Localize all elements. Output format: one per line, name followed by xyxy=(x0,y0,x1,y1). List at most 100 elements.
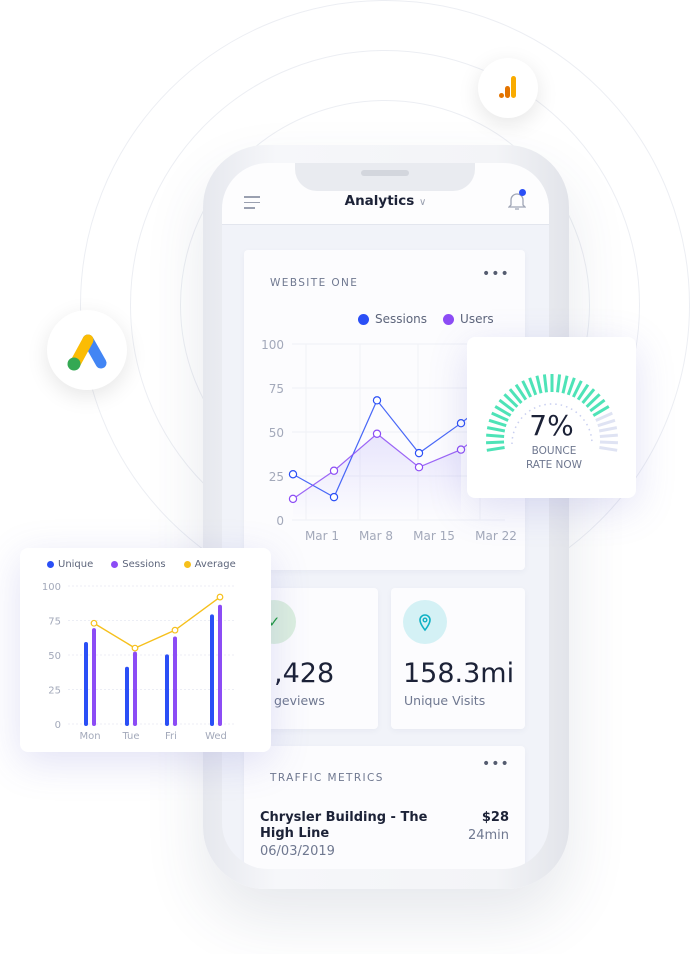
average-line xyxy=(93,596,221,649)
chevron-down-icon: ∨ xyxy=(419,197,427,208)
gauge-label: BOUNCE xyxy=(531,445,577,457)
phone-notch xyxy=(295,163,475,191)
location-pin-icon xyxy=(403,600,447,644)
gauge-tick xyxy=(486,433,505,438)
gauge-tick xyxy=(485,440,505,445)
legend-unique: Unique xyxy=(58,559,94,570)
x-tick-label: Wed xyxy=(205,731,227,742)
gauge-tick xyxy=(491,411,509,422)
data-point xyxy=(414,463,424,472)
more-options-button[interactable]: ••• xyxy=(482,756,510,772)
stat-label: Unique Visits xyxy=(404,693,486,708)
legend-sessions: Sessions xyxy=(122,559,166,570)
bell-icon[interactable] xyxy=(507,189,527,210)
gauge-tick xyxy=(494,405,512,417)
gauge-tick xyxy=(498,398,515,413)
data-point xyxy=(414,448,424,458)
bar-chart: 100 75 50 25 0 Mon Tue Fri Wed xyxy=(42,582,235,742)
data-point xyxy=(372,396,382,405)
x-tick-label: Fri xyxy=(165,731,177,742)
bar-chart-card: Unique Sessions Average 100 75 50 25 0 Mon Tue… xyxy=(20,548,271,752)
gauge-tick xyxy=(542,374,548,393)
gauge-tick xyxy=(521,380,533,398)
legend-dot-users xyxy=(443,313,455,325)
data-point xyxy=(288,470,298,479)
gauge-tick xyxy=(592,405,610,417)
card-title: TRAFFIC METRICS xyxy=(270,772,384,784)
card-title: WEBSITE ONE xyxy=(270,277,359,289)
legend-dot-sessions xyxy=(358,313,369,325)
bounce-rate-card: 7% BOUNCE RATE NOW xyxy=(467,337,636,498)
gauge-tick xyxy=(595,411,613,422)
stat-value: 158.3mi xyxy=(403,658,515,689)
more-options-button[interactable]: ••• xyxy=(482,266,510,282)
data-point xyxy=(288,494,298,504)
gauge-tick xyxy=(581,388,596,404)
google-ads-badge xyxy=(47,310,127,390)
average-point xyxy=(171,626,179,634)
route-info: Chrysler Building - The High Line 06/03/… xyxy=(260,810,465,860)
hamburger-icon[interactable] xyxy=(244,196,260,209)
gauge-tick xyxy=(514,383,528,401)
data-point xyxy=(456,445,466,454)
x-tick-label: Mon xyxy=(79,731,100,742)
gauge-tick xyxy=(508,388,523,404)
page-title: Analytics xyxy=(344,193,415,209)
gauge-tick xyxy=(535,375,543,394)
stat-label: geviews xyxy=(274,693,325,708)
average-point xyxy=(90,619,98,627)
average-point xyxy=(216,593,224,601)
x-tick-label: Mar 15 xyxy=(413,529,455,543)
y-tick-label: 0 xyxy=(276,514,284,528)
x-tick-label: Tue xyxy=(121,731,139,742)
gauge-label: RATE NOW xyxy=(525,459,583,471)
y-tick-label: 50 xyxy=(269,426,284,440)
bounce-gauge xyxy=(485,374,619,452)
y-tick-label: 100 xyxy=(261,338,284,352)
gauge-tick xyxy=(503,393,519,408)
data-point xyxy=(329,492,339,502)
traffic-card: TRAFFIC METRICS ••• Chrysler Building - … xyxy=(244,746,525,869)
gauge-tick xyxy=(556,374,562,393)
stat-value: ,428 xyxy=(274,658,335,689)
gauge-tick xyxy=(576,383,590,401)
gauge-tick xyxy=(561,375,569,394)
route-date: 06/03/2019 xyxy=(260,844,335,859)
google-ads-icon xyxy=(67,334,107,371)
gauge-tick xyxy=(486,446,505,452)
gauge-tick xyxy=(598,426,618,433)
average-point xyxy=(131,644,139,652)
gauge-value: 7% xyxy=(529,409,574,442)
area-fill xyxy=(293,433,461,520)
route-name[interactable]: Chrysler Building - The High Line xyxy=(260,810,428,841)
gauge-tick xyxy=(599,446,618,452)
gauge-tick xyxy=(488,418,507,428)
title-dropdown[interactable]: Analytics ∨ xyxy=(222,193,549,209)
legend-users: Users xyxy=(460,312,494,326)
x-tick-label: Mar 1 xyxy=(305,529,339,543)
y-tick-label: 25 xyxy=(48,686,61,697)
legend-average: Average xyxy=(194,559,236,570)
google-analytics-badge xyxy=(478,58,538,118)
y-tick-label: 0 xyxy=(55,720,61,731)
gauge-tick xyxy=(528,377,538,396)
data-point xyxy=(456,419,466,428)
data-point xyxy=(329,466,339,475)
google-analytics-icon xyxy=(499,76,516,98)
data-point xyxy=(372,429,382,438)
gauge-tick xyxy=(589,398,606,413)
y-tick-label: 75 xyxy=(269,382,284,396)
legend-sessions: Sessions xyxy=(375,312,428,326)
gauge-inner-arc xyxy=(511,403,593,445)
chart-legend: Sessions Users xyxy=(358,312,494,326)
x-tick-label: Mar 8 xyxy=(359,529,393,543)
top-bar: Analytics ∨ xyxy=(222,163,549,225)
stat-card-unique-visits: 158.3mi Unique Visits xyxy=(391,588,525,729)
y-tick-label: 75 xyxy=(48,617,61,628)
route-duration: 24min xyxy=(467,828,509,843)
y-tick-label: 50 xyxy=(48,651,61,662)
bar-legend: Unique Sessions Average xyxy=(47,559,236,570)
gauge-tick xyxy=(585,393,601,408)
gauge-tick xyxy=(566,377,576,396)
